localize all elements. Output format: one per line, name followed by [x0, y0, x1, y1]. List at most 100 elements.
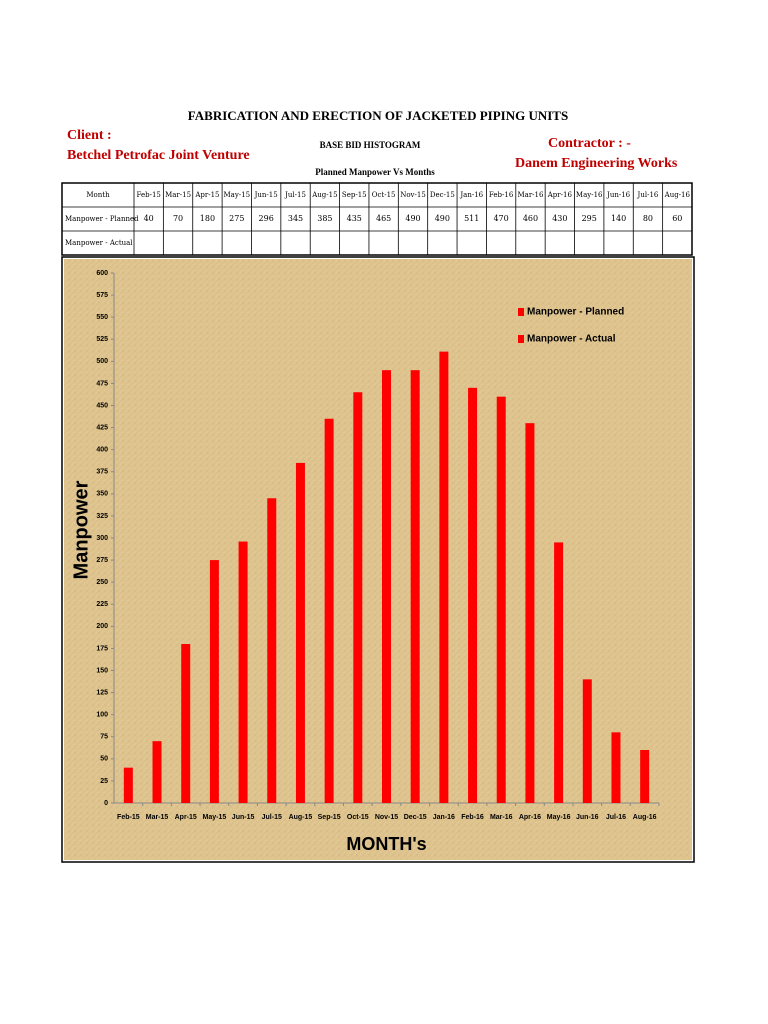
legend-swatch — [518, 308, 524, 316]
bar — [324, 418, 334, 803]
y-tick-label: 50 — [100, 756, 108, 763]
caption: Planned Manpower Vs Months — [315, 167, 435, 177]
table-planned: 490 — [435, 214, 450, 223]
x-tick-label: Sep-15 — [318, 814, 341, 821]
y-tick-label: 275 — [96, 557, 108, 564]
table-month: Nov-15 — [400, 191, 426, 199]
table-planned: 345 — [288, 214, 303, 223]
y-tick-label: 350 — [96, 491, 108, 498]
x-tick-label: Jan-16 — [433, 814, 455, 821]
table-planned: 430 — [552, 214, 567, 223]
y-tick-label: 575 — [96, 292, 108, 299]
title: FABRICATION AND ERECTION OF JACKETED PIP… — [188, 108, 568, 123]
table-planned: 465 — [376, 214, 391, 223]
contractor-label: Contractor : - — [548, 136, 631, 151]
table-month: Dec-15 — [430, 191, 455, 199]
bar — [209, 560, 219, 803]
table-planned: 295 — [582, 214, 597, 223]
legend-label: Manpower - Planned — [527, 307, 624, 318]
y-tick-label: 450 — [96, 402, 108, 409]
y-tick-label: 250 — [96, 579, 108, 586]
x-tick-label: Aug-15 — [289, 814, 313, 821]
y-tick-label: 500 — [96, 358, 108, 365]
legend-swatch — [518, 335, 524, 343]
x-tick-label: May-16 — [547, 814, 571, 821]
table-month: Jun-16 — [606, 191, 631, 199]
bar — [554, 542, 564, 803]
x-tick-label: Apr-16 — [519, 814, 541, 821]
bar — [295, 462, 305, 803]
y-tick-label: 100 — [96, 712, 108, 719]
table-month: Mar-16 — [517, 191, 544, 199]
bar — [525, 423, 535, 803]
x-tick-label: Aug-16 — [633, 814, 657, 821]
table-planned: 40 — [144, 214, 154, 223]
y-tick-label: 0 — [104, 800, 108, 807]
table-month: Apr-15 — [194, 191, 219, 199]
bar — [238, 541, 248, 803]
bar — [181, 644, 191, 803]
x-tick-label: May-15 — [203, 814, 227, 821]
y-tick-label: 425 — [96, 424, 108, 431]
contractor-name: Danem Engineering Works — [515, 156, 678, 171]
legend-label: Manpower - Actual — [527, 334, 616, 345]
x-tick-label: Mar-16 — [490, 814, 513, 821]
table-month: Jun-15 — [254, 191, 278, 199]
y-tick-label: 225 — [96, 601, 108, 608]
x-tick-label: Jun-16 — [576, 814, 599, 821]
x-tick-label: Nov-15 — [375, 814, 398, 821]
y-tick-label: 75 — [100, 734, 108, 741]
table-month: Mar-15 — [165, 191, 191, 199]
subtitle: BASE BID HISTOGRAM — [320, 140, 421, 150]
table-planned: 275 — [229, 214, 244, 223]
bar — [267, 498, 277, 803]
bar — [582, 679, 592, 803]
bar — [640, 750, 650, 803]
table-planned: 140 — [611, 214, 626, 223]
table-month: Feb-15 — [136, 191, 160, 199]
bar — [439, 351, 449, 803]
table-month: Apr-16 — [547, 191, 573, 199]
table-month: Oct-15 — [372, 191, 396, 199]
table-month: Jul-15 — [284, 191, 306, 199]
x-tick-label: Mar-15 — [146, 814, 169, 821]
table-planned: 490 — [405, 214, 420, 223]
table-planned: 511 — [464, 214, 479, 223]
y-tick-label: 175 — [96, 645, 108, 652]
table-planned: 80 — [643, 214, 653, 223]
table-month: Aug-15 — [311, 191, 337, 199]
table-planned: 435 — [347, 214, 362, 223]
x-tick-label: Dec-15 — [404, 814, 427, 821]
y-tick-label: 325 — [96, 513, 108, 520]
table-month: Feb-16 — [489, 191, 514, 199]
table-month: May-16 — [576, 191, 603, 199]
x-tick-label: Feb-16 — [461, 814, 484, 821]
x-tick-label: Oct-15 — [347, 814, 369, 821]
y-tick-label: 200 — [96, 623, 108, 630]
table-planned: 296 — [259, 214, 274, 223]
y-axis-title: Manpower — [70, 480, 92, 579]
table-planned: 470 — [493, 214, 508, 223]
bar — [353, 392, 363, 803]
x-tick-label: Jul-16 — [606, 814, 626, 821]
y-tick-label: 400 — [96, 447, 108, 454]
y-tick-label: 475 — [96, 380, 108, 387]
table-planned: 385 — [317, 214, 332, 223]
table-row-label: Month — [86, 191, 110, 199]
table-month: Aug-16 — [664, 191, 691, 199]
client-name: Betchel Petrofac Joint Venture — [67, 148, 250, 163]
table-planned: 460 — [523, 214, 538, 223]
bar — [382, 370, 391, 803]
table-row-label: Manpower - Actual — [65, 239, 133, 247]
table-planned: 70 — [173, 214, 183, 223]
bar — [152, 741, 162, 803]
bar — [468, 387, 478, 803]
bar — [123, 767, 133, 803]
y-tick-label: 525 — [96, 336, 108, 343]
y-tick-label: 600 — [96, 270, 108, 277]
table-row-label: Manpower - Planned — [65, 215, 139, 223]
table-month: Jul-16 — [637, 191, 659, 199]
x-tick-label: Feb-15 — [117, 814, 140, 821]
